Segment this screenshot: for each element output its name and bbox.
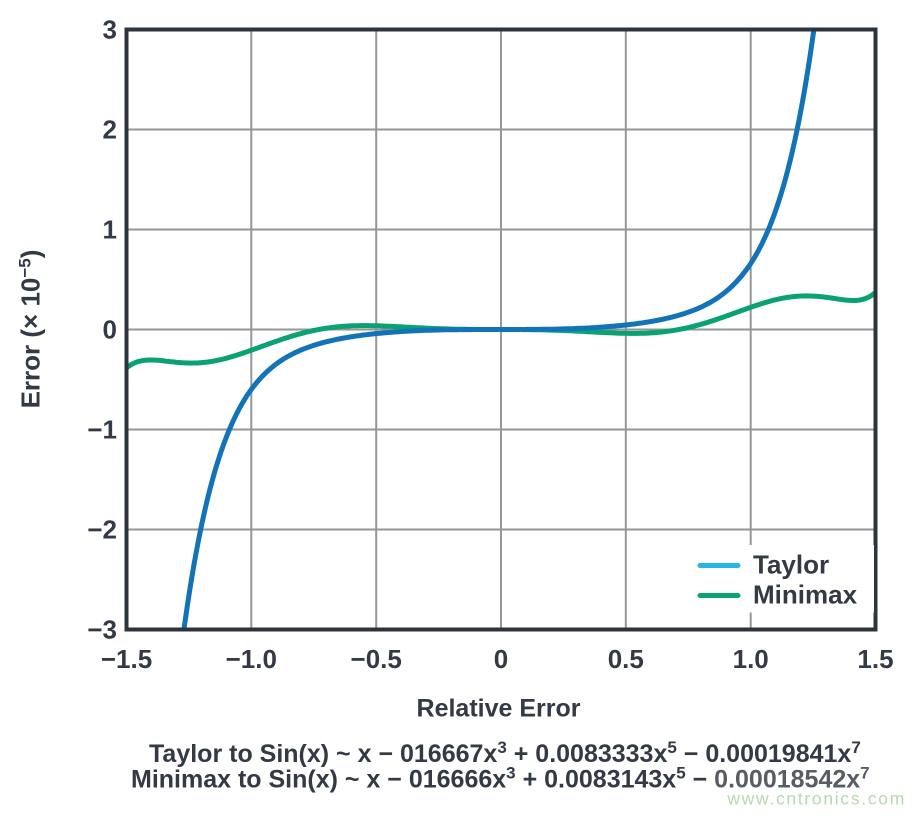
svg-text:−1: −1 xyxy=(87,415,117,445)
svg-text:1.0: 1.0 xyxy=(733,644,769,674)
svg-text:Relative Error: Relative Error xyxy=(417,695,581,723)
svg-text:−0.5: −0.5 xyxy=(351,644,402,674)
svg-text:0: 0 xyxy=(103,315,117,345)
svg-text:1: 1 xyxy=(103,215,117,245)
svg-text:−1.5: −1.5 xyxy=(101,644,152,674)
svg-text:−3: −3 xyxy=(87,615,117,645)
svg-text:−2: −2 xyxy=(87,515,117,545)
svg-text:3: 3 xyxy=(103,15,117,45)
svg-text:Taylor: Taylor xyxy=(753,550,829,580)
svg-text:0: 0 xyxy=(494,644,508,674)
svg-text:2: 2 xyxy=(103,115,117,145)
svg-text:−1.0: −1.0 xyxy=(226,644,277,674)
svg-text:www.cntronics.com: www.cntronics.com xyxy=(726,789,906,809)
svg-text:Minimax to Sin(x) ~ x − 016666: Minimax to Sin(x) ~ x − 016666x3 + 0.008… xyxy=(131,764,870,794)
svg-text:Minimax: Minimax xyxy=(753,580,858,610)
svg-text:1.5: 1.5 xyxy=(857,644,893,674)
svg-text:0.5: 0.5 xyxy=(608,644,644,674)
